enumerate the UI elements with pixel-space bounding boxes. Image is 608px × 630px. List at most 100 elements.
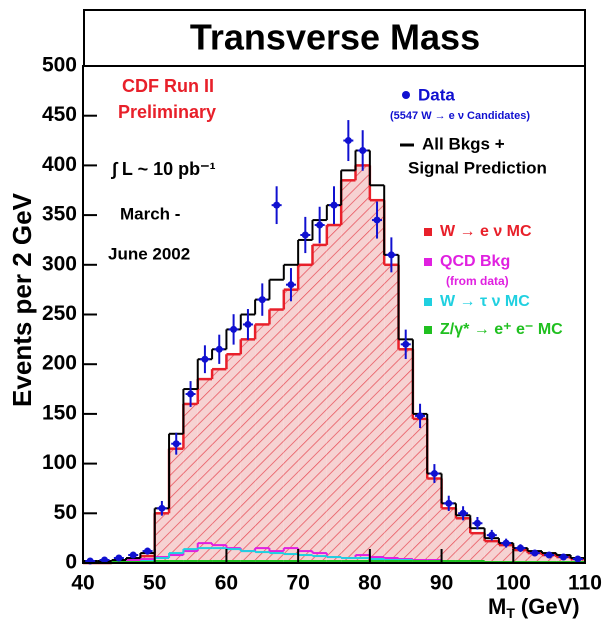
title-box <box>83 9 586 67</box>
data-point <box>574 555 582 563</box>
histogram-bar <box>455 518 471 563</box>
data-point <box>516 544 524 552</box>
y-tick-label: 500 <box>42 54 77 77</box>
y-tick-label: 450 <box>42 103 77 126</box>
data-point <box>287 281 295 289</box>
plot-area: 0 50 100 150 200 250 300 350 400 450 500 40 50 60 70 80… <box>42 54 602 595</box>
legend-label: W → e ν MC <box>440 223 532 240</box>
data-point <box>273 201 281 209</box>
data-point <box>459 509 467 517</box>
legend-marker <box>424 326 432 334</box>
data-point <box>445 499 453 507</box>
histogram-bar <box>384 264 399 563</box>
x-tick-label: 40 <box>71 572 94 595</box>
histogram-bar <box>470 533 485 563</box>
annotation: June 2002 <box>108 244 190 263</box>
histogram-bar <box>341 180 356 563</box>
histogram-bar <box>398 349 413 563</box>
chart-title: Transverse Mass <box>190 17 480 58</box>
data-point <box>301 231 309 239</box>
data-point <box>488 531 496 539</box>
data-point <box>215 345 223 353</box>
data-point <box>144 547 152 555</box>
data-point <box>559 553 567 561</box>
data-point <box>172 440 180 448</box>
x-label-unit: (GeV) <box>521 594 580 619</box>
legend-label: QCD Bkg <box>440 253 510 270</box>
annotation: CDF Run II <box>122 76 214 96</box>
histogram-bar <box>312 244 327 564</box>
histogram-bar <box>269 309 284 563</box>
data-point <box>545 551 553 559</box>
data-point <box>473 519 481 527</box>
x-tick-label: 100 <box>496 572 531 595</box>
data-point <box>187 390 195 398</box>
data-point <box>359 146 367 154</box>
legend-marker <box>424 258 432 266</box>
x-tick-label: 110 <box>568 572 602 595</box>
histogram-bar <box>240 339 256 563</box>
y-tick-label: 0 <box>65 551 77 574</box>
histogram-bar <box>427 478 442 563</box>
data-point <box>387 251 395 259</box>
y-tick-label: 350 <box>42 203 77 226</box>
legend-marker <box>424 298 432 306</box>
y-tick-label: 100 <box>42 451 77 474</box>
x-axis-label: MT (GeV) <box>488 594 580 621</box>
legend-label: Z/γ* → e⁺ e⁻ MC <box>440 321 563 338</box>
data-point <box>129 551 137 559</box>
x-tick-label: 90 <box>430 572 453 595</box>
annotation: March - <box>120 204 180 223</box>
legend-note: (5547 W → e ν Candidates) <box>390 110 530 122</box>
histogram-bar <box>255 324 270 563</box>
data-point <box>258 296 266 304</box>
x-tick-label: 70 <box>286 572 309 595</box>
histogram-bar <box>298 264 313 563</box>
y-tick-label: 400 <box>42 153 77 176</box>
histogram-bar <box>513 550 528 563</box>
histogram-bar <box>441 508 456 563</box>
data-point <box>416 412 424 420</box>
data-point <box>373 216 381 224</box>
x-label-main: M <box>488 594 506 619</box>
y-tick-label: 250 <box>42 302 77 325</box>
y-axis-label: Events per 2 GeV <box>7 192 37 407</box>
x-tick-label: 80 <box>358 572 381 595</box>
histogram-bar <box>355 165 370 563</box>
histogram-bar <box>226 354 241 563</box>
legend-label: W → τ ν MC <box>440 293 530 310</box>
data-point <box>230 325 238 333</box>
data-point <box>502 539 510 547</box>
histogram-bar <box>498 545 514 563</box>
histogram-bar <box>197 379 213 563</box>
histogram-bar <box>283 289 299 563</box>
data-point <box>531 549 539 557</box>
histogram-bar <box>541 555 557 563</box>
histogram-bar <box>326 225 342 564</box>
legend-marker <box>424 228 432 236</box>
annotation: Preliminary <box>118 102 216 122</box>
histogram-bar <box>154 513 170 563</box>
histogram-bar <box>183 403 198 563</box>
histogram-bar <box>212 369 227 563</box>
histogram-bar <box>369 200 385 563</box>
y-tick-label: 300 <box>42 252 77 275</box>
y-tick-label: 200 <box>42 352 77 375</box>
data-point <box>430 470 438 478</box>
x-tick-label: 60 <box>215 572 238 595</box>
data-point <box>402 340 410 348</box>
data-point <box>316 221 324 229</box>
data-point <box>115 554 123 562</box>
legend-label: Data <box>418 85 455 104</box>
x-tick-label: 50 <box>143 572 166 595</box>
data-point <box>330 201 338 209</box>
data-point <box>344 137 352 145</box>
data-point <box>201 355 209 363</box>
data-point <box>101 556 109 564</box>
annotation: ∫ L ~ 10 pb⁻¹ <box>111 159 216 179</box>
histogram-bar <box>484 541 499 563</box>
legend-label: Signal Prediction <box>408 158 547 177</box>
data-point <box>158 504 166 512</box>
histogram-bar <box>169 448 184 563</box>
